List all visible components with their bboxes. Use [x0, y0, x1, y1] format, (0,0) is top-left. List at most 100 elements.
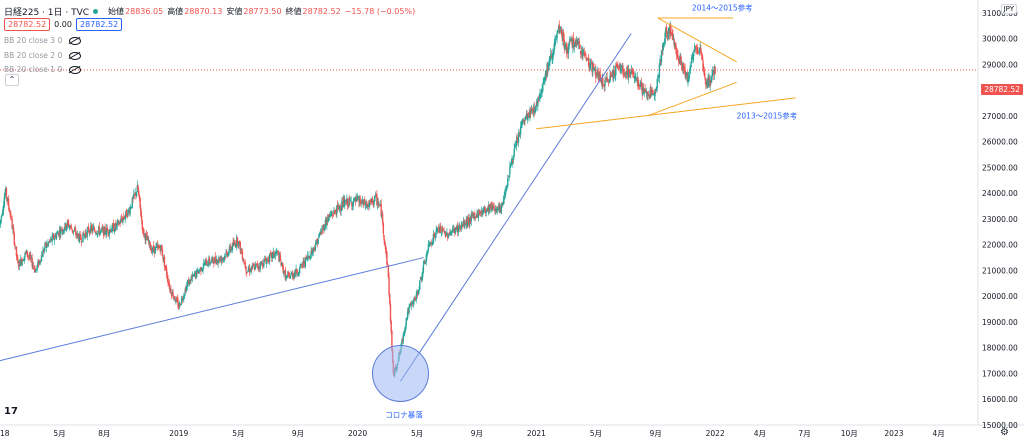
collapse-indicators-button[interactable]: ⌃: [5, 74, 19, 86]
candle-body: [65, 226, 68, 231]
candle-body: [85, 234, 88, 237]
candle-body: [52, 234, 55, 239]
candle-body: [335, 212, 337, 215]
candle-body: [275, 252, 277, 254]
candle-body: [572, 37, 575, 46]
candle-body: [296, 269, 298, 273]
candle-body: [163, 258, 165, 261]
candle-body: [77, 233, 79, 236]
candle-body: [584, 54, 586, 56]
symbol-title[interactable]: 日経225 · 1日 · TVC: [4, 7, 90, 18]
candle-body: [461, 224, 463, 226]
eye-hidden-icon[interactable]: [69, 36, 82, 45]
candle-body: [100, 228, 103, 230]
x-axis[interactable]: 2018 5月 8月 2019 5月 9月 2020 5月 9月 2021 5月 9月 2022 4月 7月…: [0, 429, 945, 438]
candle-body: [273, 251, 275, 257]
candle-body: [705, 81, 707, 86]
candle-body: [110, 229, 112, 233]
candle-body: [540, 89, 543, 93]
annotation-2013-2015: 2013～2015参考: [737, 110, 798, 120]
gear-icon[interactable]: ⚙: [1000, 427, 1009, 438]
candle-body: [81, 241, 83, 243]
candle-body: [313, 247, 316, 250]
candle-body: [82, 233, 85, 236]
indicator-bb-3[interactable]: BB 20 close 3 0: [4, 36, 82, 45]
candle-body: [21, 260, 23, 266]
candle-body: [546, 63, 548, 77]
candle-body: [59, 231, 61, 236]
candle-body: [138, 194, 141, 199]
candle-body: [572, 39, 574, 48]
eye-hidden-icon[interactable]: [69, 65, 82, 74]
candle-body: [261, 262, 263, 264]
candle-body: [568, 41, 570, 46]
candle-body: [710, 80, 712, 84]
candle-body: [223, 258, 225, 260]
candle-body: [636, 77, 638, 83]
candle-body: [160, 244, 162, 251]
candle-body: [47, 242, 50, 244]
candle-body: [597, 72, 599, 74]
candle-body: [288, 276, 291, 279]
candle-body: [501, 202, 503, 204]
tradingview-logo-icon[interactable]: 17: [4, 406, 18, 417]
candle-body: [340, 209, 342, 212]
candle-body: [187, 280, 189, 285]
candle-body: [20, 258, 23, 264]
candle-body: [402, 333, 405, 341]
candle-body: [408, 306, 410, 313]
candle-body: [102, 228, 104, 230]
candle-body: [517, 139, 519, 143]
candle-body: [241, 250, 243, 254]
candle-body: [657, 75, 659, 78]
candle-body: [324, 220, 327, 228]
candle-body: [468, 221, 470, 225]
last-price-tag: 28782.52: [981, 84, 1023, 95]
candle-body: [387, 265, 390, 277]
currency-selector[interactable]: JPY: [1000, 4, 1017, 14]
candle-body: [695, 46, 698, 49]
candle-body: [411, 301, 414, 304]
candle-body: [382, 223, 385, 234]
candle-body: [178, 302, 181, 308]
candle-body: [536, 101, 538, 106]
candle-body: [463, 219, 465, 227]
candle-body: [225, 252, 227, 257]
candle-body: [12, 228, 14, 230]
candle-body: [494, 208, 497, 212]
candle-body: [615, 65, 617, 76]
candle-body: [660, 50, 663, 63]
candle-body: [113, 230, 116, 232]
candle-body: [124, 216, 126, 219]
candle-body: [412, 300, 415, 304]
candle-body: [167, 278, 169, 284]
candle-body: [125, 209, 128, 217]
candle-body: [660, 59, 662, 63]
indicator-bb-2[interactable]: BB 20 close 2 0: [4, 51, 82, 60]
candle-body: [131, 197, 134, 208]
candle-body: [605, 77, 608, 80]
candle-body: [257, 266, 259, 268]
sell-price-box[interactable]: 28782.52: [4, 18, 51, 31]
candle-body: [10, 218, 13, 219]
eye-hidden-icon[interactable]: [69, 51, 82, 60]
candle-body: [436, 229, 439, 231]
candle-body: [264, 258, 267, 262]
candle-body: [508, 175, 510, 178]
candle-body: [207, 264, 209, 265]
candle-body: [42, 249, 45, 252]
indicator-bb-1[interactable]: BB 20 close 1 0: [4, 65, 82, 74]
candle-body: [460, 225, 462, 230]
y-tick-label: 26000.00: [982, 138, 1018, 147]
candle-body: [19, 261, 21, 266]
candle-body: [484, 206, 486, 211]
buy-price-box[interactable]: 28782.52: [75, 18, 123, 31]
candle-body: [317, 239, 319, 245]
candle-body: [284, 269, 287, 280]
x-tick-label: 2021: [527, 429, 546, 438]
candle-body: [587, 57, 590, 66]
candle-body: [531, 109, 533, 111]
candle-body: [537, 99, 540, 102]
